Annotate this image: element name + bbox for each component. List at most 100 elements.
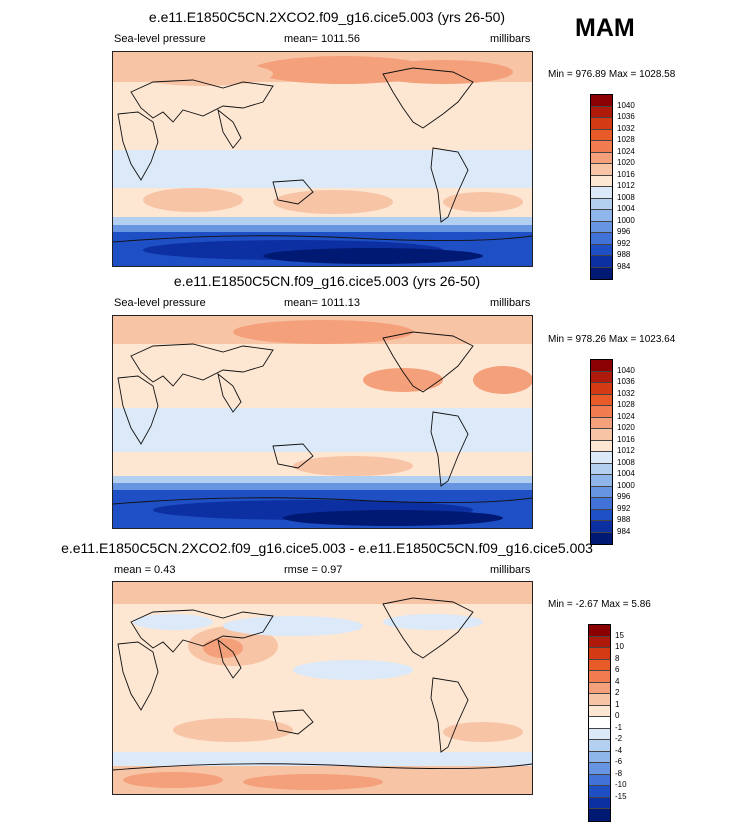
colorbar-tick-label: 1012: [617, 181, 635, 190]
season-label: MAM: [575, 14, 635, 42]
colorbar-tick-label: 1016: [617, 169, 635, 179]
colorbar-swatch: [589, 625, 610, 637]
colorbar-tick-label: 996: [617, 492, 631, 501]
colorbar-swatch: [591, 406, 612, 418]
panel-2-left-label: Sea-level pressure: [114, 297, 206, 309]
colorbar-tick-label: -6: [615, 757, 623, 766]
colorbar-swatch: [591, 221, 612, 233]
panel-3-center-label: rmse = 0.97: [284, 564, 343, 576]
colorbar-swatch: [589, 763, 610, 775]
panel-3-map: [112, 581, 533, 795]
colorbar-swatch: [591, 141, 612, 153]
panel-3-title: e.e11.E1850C5CN.2XCO2.f09_g16.cice5.003 …: [61, 540, 593, 556]
colorbar-swatch: [591, 198, 612, 210]
colorbar-swatch: [591, 429, 612, 441]
colorbar-swatch: [589, 659, 610, 671]
panel-1-map: [112, 51, 533, 267]
colorbar-tick-label: 1020: [617, 158, 635, 167]
colorbar-swatch: [591, 521, 612, 533]
colorbar-swatch: [591, 463, 612, 475]
colorbar-tick-label: 988: [617, 250, 631, 259]
colorbar-swatch: [589, 694, 610, 706]
colorbar-tick-label: 1032: [617, 388, 635, 398]
colorbar-tick-label: 2: [615, 688, 620, 697]
colorbar-tick-label: -2: [615, 734, 623, 743]
panel-2-right-label: millibars: [490, 297, 531, 309]
colorbar-tick-label: 1020: [617, 423, 635, 432]
colorbar-swatch: [589, 740, 610, 752]
colorbar-swatch: [591, 106, 612, 118]
colorbar-swatch: [589, 728, 610, 740]
colorbar-tick-label: 988: [617, 515, 631, 524]
colorbar-swatch: [591, 498, 612, 510]
colorbar-swatch: [591, 452, 612, 464]
panel-2-center-label: mean= 1011.13: [284, 297, 360, 309]
colorbar-tick-label: 1036: [617, 377, 635, 386]
colorbar-tick-label: 1032: [617, 123, 635, 133]
colorbar-swatch: [589, 671, 610, 683]
panel-1-min-max: Min = 976.89 Max = 1028.58: [548, 69, 676, 80]
colorbar-swatch: [591, 256, 612, 268]
panel-1-center-label: mean= 1011.56: [284, 33, 360, 45]
panel-3-min-max: Min = -2.67 Max = 5.86: [548, 599, 651, 610]
colorbar-swatch: [591, 118, 612, 130]
panel-3-left-label: mean = 0.43: [114, 564, 176, 576]
panel-1-colorbar: [590, 94, 613, 280]
colorbar-tick-label: -15: [615, 791, 627, 801]
colorbar-tick-label: 996: [617, 227, 631, 236]
colorbar-tick-label: 10: [615, 642, 624, 651]
panel-1-title: e.e11.E1850C5CN.2XCO2.f09_g16.cice5.003 …: [148, 9, 506, 25]
colorbar-tick-label: 984: [617, 526, 631, 536]
colorbar-swatch: [591, 394, 612, 406]
colorbar-tick-label: 992: [617, 238, 631, 248]
colorbar-tick-label: 1040: [617, 100, 635, 110]
panel-1-right-label: millibars: [490, 33, 531, 45]
colorbar-tick-label: -10: [615, 780, 627, 789]
colorbar-tick-label: 1024: [617, 146, 635, 156]
colorbar-tick-label: 1028: [617, 135, 635, 144]
colorbar-tick-label: 4: [615, 676, 620, 686]
colorbar-tick-label: 1040: [617, 365, 635, 375]
colorbar-tick-label: 8: [615, 653, 620, 663]
panel-3-right-label: millibars: [490, 564, 531, 576]
colorbar-tick-label: 1000: [617, 480, 635, 490]
colorbar-swatch: [591, 129, 612, 141]
panel-2-colorbar: [590, 359, 613, 545]
colorbar-tick-label: 992: [617, 503, 631, 513]
colorbar-tick-label: 1008: [617, 192, 635, 202]
colorbar-tick-label: 1028: [617, 400, 635, 409]
colorbar-tick-label: 1004: [617, 469, 635, 478]
colorbar-swatch: [591, 360, 612, 372]
colorbar-swatch: [591, 371, 612, 383]
panel-2-map: [112, 315, 533, 529]
colorbar-swatch: [591, 486, 612, 498]
colorbar-swatch: [589, 774, 610, 786]
colorbar-tick-label: -4: [615, 745, 623, 755]
colorbar-tick-label: 1004: [617, 204, 635, 213]
colorbar-swatch: [591, 95, 612, 107]
colorbar-swatch: [589, 717, 610, 729]
colorbar-swatch: [589, 809, 610, 821]
colorbar-swatch: [591, 233, 612, 245]
colorbar-tick-label: 1036: [617, 112, 635, 121]
colorbar-tick-label: -1: [615, 722, 623, 732]
panel-2-title: e.e11.E1850C5CN.f09_g16.cice5.003 (yrs 2…: [173, 273, 481, 289]
colorbar-swatch: [591, 475, 612, 487]
colorbar-tick-label: 15: [615, 630, 624, 640]
colorbar-tick-label: 1008: [617, 457, 635, 467]
colorbar-tick-label: 1: [615, 699, 620, 709]
colorbar-swatch: [591, 152, 612, 164]
colorbar-swatch: [589, 797, 610, 809]
colorbar-swatch: [591, 267, 612, 279]
colorbar-swatch: [591, 383, 612, 395]
colorbar-tick-label: -8: [615, 768, 623, 778]
colorbar-swatch: [589, 751, 610, 763]
panel-3-colorbar: [588, 624, 611, 822]
colorbar-tick-label: 6: [615, 665, 620, 674]
colorbar-swatch: [589, 786, 610, 798]
colorbar-tick-label: 1012: [617, 446, 635, 455]
colorbar-tick-label: 1000: [617, 215, 635, 225]
colorbar-swatch: [591, 532, 612, 544]
panel-2-min-max: Min = 978.26 Max = 1023.64: [548, 334, 676, 345]
colorbar-swatch: [591, 417, 612, 429]
